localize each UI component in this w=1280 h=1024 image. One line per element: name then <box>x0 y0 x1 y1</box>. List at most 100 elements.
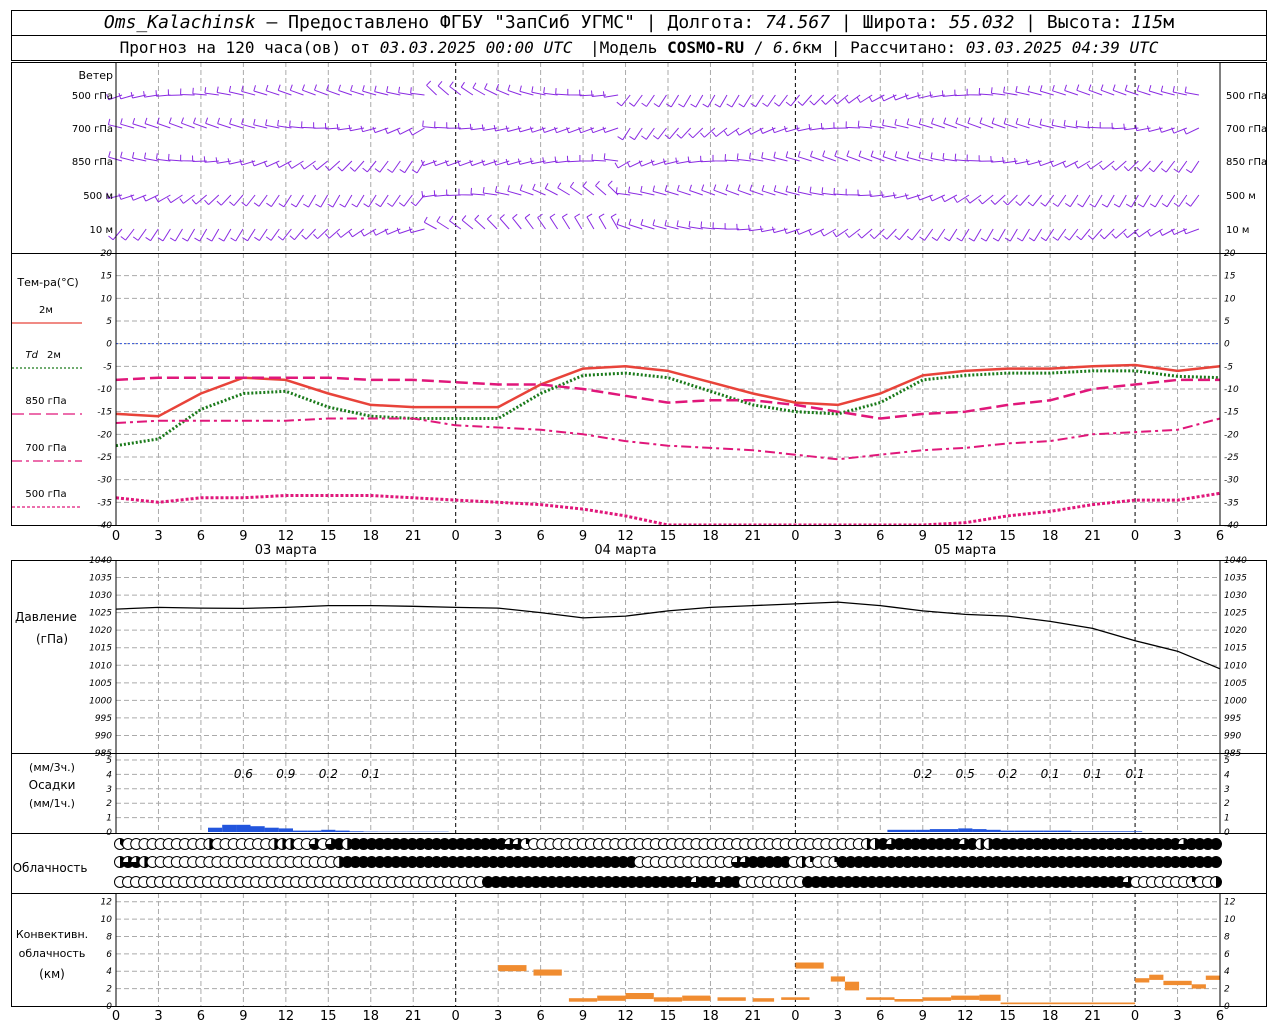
time-tick-label: 15 <box>999 1009 1016 1024</box>
wind-barb <box>339 194 353 208</box>
pressure-tick-label: 1010 <box>1224 661 1247 671</box>
wind-barb <box>1063 119 1078 129</box>
conv-tick-label: 2 <box>106 985 112 995</box>
wind-barb <box>980 228 994 242</box>
wind-barb <box>1149 194 1164 208</box>
wind-barb <box>664 219 679 230</box>
wind-barb <box>797 150 812 162</box>
grid-layer <box>116 62 1220 1006</box>
wind-barb <box>882 150 897 162</box>
wind-barb <box>266 194 280 208</box>
latitude-value: 55.032 <box>949 12 1015 33</box>
wind-barb <box>290 194 304 208</box>
temp-tick-label: 0 <box>1224 340 1230 350</box>
conv-cloud-bar <box>1205 975 1220 980</box>
wind-barb <box>834 150 849 162</box>
wind-barb <box>906 151 921 162</box>
temp-panel-title: Тем-ра(°C) <box>16 276 78 289</box>
pressure-tick-label: 1030 <box>89 591 112 601</box>
wind-barb <box>579 155 594 162</box>
time-tick-label: 3 <box>834 1009 842 1024</box>
wind-barb <box>931 117 945 129</box>
time-tick-label: 9 <box>579 1009 587 1024</box>
wind-barb <box>1003 86 1018 96</box>
calc-time: 03.03.2025 04:39 UTC <box>965 38 1159 57</box>
precip-bar <box>1028 830 1044 832</box>
wind-barb <box>118 193 135 200</box>
wind-barb <box>549 213 559 230</box>
wind-barb <box>241 194 256 207</box>
wind-barb <box>1052 84 1066 96</box>
wind-barb <box>408 127 425 136</box>
precip-bar <box>250 826 265 832</box>
wind-barb <box>857 228 873 239</box>
wind-barb <box>761 152 776 162</box>
wind-barb <box>349 160 365 172</box>
wind-barb <box>1101 194 1115 208</box>
temp-legend-label: 2м <box>47 350 61 361</box>
wind-barb <box>919 228 934 241</box>
wind-barb <box>386 86 401 96</box>
wind-barb <box>422 120 437 129</box>
wind-barb <box>182 228 196 242</box>
temp-tick-label: 10 <box>101 294 113 304</box>
wind-barb <box>1185 160 1200 174</box>
pressure-tick-label: 1040 <box>89 556 112 566</box>
separator: | <box>645 12 657 33</box>
wind-barb <box>374 160 389 173</box>
pressure-tick-label: 985 <box>1224 749 1241 759</box>
wind-panel-title: Ветер <box>79 69 113 82</box>
pressure-tick-label: 1015 <box>89 644 112 654</box>
conv-panel-frame <box>11 893 1267 1007</box>
time-tick-label: 3 <box>834 529 842 544</box>
conv-cloud-bar <box>597 995 626 1001</box>
cloud-panel-title: Облачность <box>13 861 88 875</box>
wind-barb <box>735 127 752 136</box>
temp-legend-label: 850 гПа <box>25 396 66 407</box>
precip-total-label: 0.1 <box>1041 767 1060 781</box>
time-tick-label: 21 <box>1084 529 1101 544</box>
wind-barb <box>168 117 183 129</box>
wind-barb <box>1040 194 1055 207</box>
conv-cloud-bar <box>1149 974 1164 980</box>
precip-bar <box>1057 830 1072 832</box>
wind-barb <box>1089 194 1103 208</box>
wind-barb <box>398 86 413 96</box>
wind-barb <box>144 117 159 129</box>
cloud-cover-fill <box>731 856 743 868</box>
precip-bar <box>1071 831 1086 832</box>
wind-barb <box>700 155 715 163</box>
wind-barb <box>616 218 631 230</box>
wind-barb <box>351 194 365 208</box>
time-tick-label: 21 <box>745 1009 762 1024</box>
wind-barb <box>602 126 619 133</box>
time-tick-label: 21 <box>1084 1009 1101 1024</box>
wind-barb <box>132 228 147 241</box>
wind-barb <box>449 215 462 230</box>
wind-barb <box>242 228 256 242</box>
wind-barb <box>217 117 232 129</box>
wind-barb <box>193 117 207 129</box>
wind-barb <box>762 94 776 107</box>
wind-barb <box>978 194 994 205</box>
wind-barb <box>566 155 582 163</box>
temp-series-line <box>115 363 1221 418</box>
temp-tick-label: -15 <box>97 408 112 418</box>
wind-barb <box>966 88 982 96</box>
wind-barb <box>1016 228 1030 242</box>
wind-level-label: 500 гПа <box>1226 91 1267 102</box>
temp-tick-label: -30 <box>1224 476 1239 486</box>
conv-tick-label: 12 <box>101 898 113 908</box>
wind-barb <box>653 94 667 108</box>
wind-barb <box>941 194 958 203</box>
conv-tick-label: 6 <box>1224 950 1230 960</box>
wind-barb <box>362 160 377 173</box>
wind-barb <box>277 119 292 129</box>
wind-barb <box>724 154 740 162</box>
header-line-2: Прогноз на 120 часа(ов) от 03.03.2025 00… <box>11 35 1267 61</box>
pressure-panel-frame <box>11 560 1267 754</box>
wind-barb <box>437 80 450 96</box>
wind-barb <box>253 85 268 96</box>
wind-barb <box>277 84 292 96</box>
time-tick-label: 6 <box>536 529 544 544</box>
